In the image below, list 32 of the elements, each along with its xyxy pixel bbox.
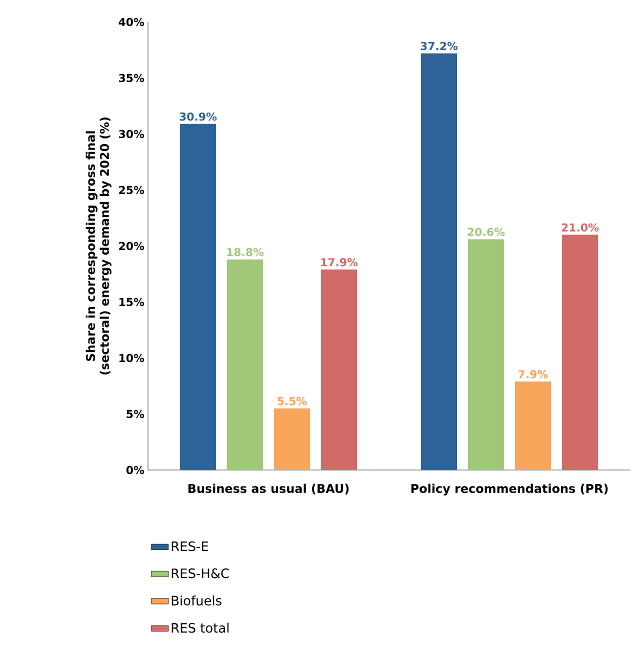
y-tick-label: 20% [119,242,144,250]
bar [562,234,598,470]
bar [421,53,458,470]
y-tick-label: 0% [126,466,144,474]
data-label: 20.6% [468,228,505,236]
data-label: 21.0% [562,223,599,232]
bar [274,408,310,470]
y-tick-label: 40% [118,18,144,26]
y-tick-label: 15% [119,298,144,306]
data-label: 5.5% [278,396,307,406]
y-tick-label: 30% [118,130,144,138]
bar [321,270,358,470]
y-tick-label: 25% [119,186,144,194]
bar [227,259,264,470]
legend-label: RES-E [172,541,208,552]
data-label: 17.9% [321,258,358,266]
bar [180,124,216,470]
legend-label: RES total [172,622,229,633]
legend-label: Biofuels [172,595,222,606]
data-label: 37.2% [420,42,458,50]
legend-label: RES-H&C [172,568,229,578]
y-tick-label: 5% [126,410,144,418]
y-axis-title: Share in corresponding gross final (sectoral) energy demand by 2020 (%) [86,118,112,374]
data-label: 18.8% [227,248,264,256]
bar [468,239,504,470]
data-label: 7.9% [518,370,548,378]
bar [515,382,552,470]
data-label: 30.9% [180,112,217,121]
x-tick-label: Business as usual (BAU) [188,484,349,494]
y-tick-label: 35% [118,74,144,82]
x-tick-label: Policy recommendations (PR) [411,484,608,496]
y-tick-label: 10% [119,354,144,362]
